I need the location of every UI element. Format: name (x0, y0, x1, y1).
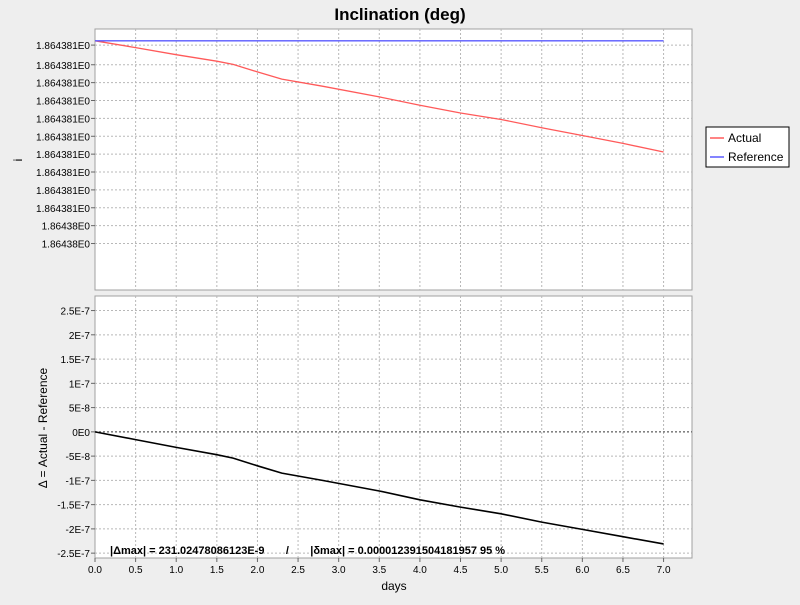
legend-label-actual: Actual (728, 131, 761, 145)
y-tick-label: 1.864381E0 (36, 61, 90, 72)
x-tick-label: 3.5 (372, 565, 386, 576)
plot-area (94, 28, 693, 291)
y-tick-label: 1.864381E0 (36, 114, 90, 125)
bottom-panel: 2.5E-7 2E-7 1.5E-7 1E-7 5E-8 0E0 -5E-8 -1E-7 -1.… (57, 295, 693, 576)
y-tick-label: 1.86438E0 (42, 240, 91, 251)
y-tick-label: 1E-7 (69, 379, 91, 390)
y-tick-label: 1.5E-7 (61, 355, 91, 366)
x-tick-label: 0.0 (88, 565, 102, 576)
y-tick-label: -1.5E-7 (57, 501, 90, 512)
legend: Actual Reference (705, 126, 790, 168)
x-tick-label: 6.0 (575, 565, 589, 576)
y-tick-label: -1E-7 (66, 476, 91, 487)
delta-max-annotation: |Δmax| = 231.02478086123E-9 / |δmax| = 0… (110, 545, 505, 557)
y-tick-label: 0E0 (72, 428, 90, 439)
y-tick-label: 1.864381E0 (36, 204, 90, 215)
bottom-y-axis-label: Δ = Actual - Reference (36, 367, 50, 488)
legend-label-reference: Reference (728, 150, 784, 164)
x-tick-label: 0.5 (129, 565, 143, 576)
x-tick-label: 5.0 (494, 565, 508, 576)
x-tick-label: 2.0 (250, 565, 264, 576)
chart-title: Inclination (deg) (334, 5, 465, 24)
x-tick-label: 5.5 (535, 565, 549, 576)
x-tick-label: 2.5 (291, 565, 305, 576)
legend-box (705, 126, 790, 168)
x-tick-label: 4.0 (413, 565, 427, 576)
y-tick-label: 2.5E-7 (61, 307, 91, 318)
y-tick-label: 1.864381E0 (36, 186, 90, 197)
y-tick-label: 1.864381E0 (36, 168, 90, 179)
y-tick-label: -5E-8 (66, 452, 91, 463)
x-tick-label: 6.5 (616, 565, 630, 576)
top-panel: 1.864381E0 1.864381E0 1.864381E0 1.864381E0… (36, 28, 693, 291)
x-tick-label: 1.0 (169, 565, 183, 576)
x-tick-label: 4.5 (454, 565, 468, 576)
x-axis-label: days (381, 579, 406, 593)
y-tick-label: -2E-7 (66, 525, 91, 536)
y-tick-label: 1.864381E0 (36, 79, 90, 90)
x-tick-label: 7.0 (657, 565, 671, 576)
top-y-axis-label: i (11, 159, 25, 162)
y-tick-label: 1.864381E0 (36, 132, 90, 143)
y-tick-label: -2.5E-7 (57, 549, 90, 560)
y-tick-label: 1.864381E0 (36, 41, 90, 52)
x-tick-label: 3.0 (332, 565, 346, 576)
y-tick-label: 2E-7 (69, 331, 91, 342)
plot-area (94, 295, 693, 559)
series-line- (94, 431, 664, 545)
series-line-actual (94, 40, 664, 153)
x-tick-label: 1.5 (210, 565, 224, 576)
y-tick-label: 1.864381E0 (36, 150, 90, 161)
y-tick-label: 5E-8 (69, 404, 91, 415)
y-tick-label: 1.864381E0 (36, 97, 90, 108)
y-tick-label: 1.86438E0 (42, 222, 91, 233)
